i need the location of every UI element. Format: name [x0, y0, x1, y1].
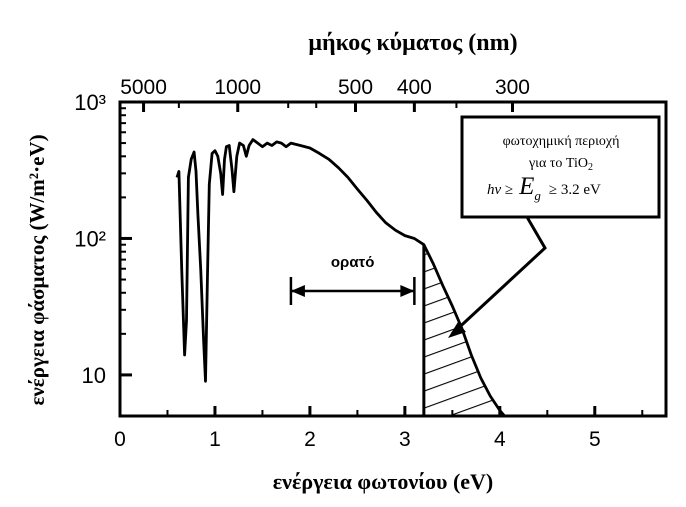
y-axis-ticks: 10 10² 10³: [74, 90, 132, 417]
top-tick-label: 300: [495, 76, 530, 99]
top-axis-label: μήκος κύματος (nm): [308, 30, 517, 56]
callout-box: [460, 115, 661, 219]
callout-hv: hν ≥: [487, 182, 513, 198]
photochemical-region-hatch: [423, 244, 505, 416]
x-tick-label: 3: [399, 428, 411, 451]
x-tick-label: 5: [589, 428, 601, 451]
photochemical-callout: φωτοχημική περιοχή για το TiO2 hν ≥ Eg ≥ 3…: [460, 115, 661, 219]
callout-pointer-arrowhead: [448, 322, 466, 338]
visible-range-annotation: ορατό: [289, 254, 416, 305]
y-axis-label: ενέργεια φάσματος (W/m²·eV): [25, 134, 49, 405]
visible-range-label: ορατό: [331, 254, 375, 271]
callout-tio-subscript: 2: [588, 162, 593, 173]
visible-range-left-arrow: [290, 285, 305, 297]
spectrum-line: [175, 138, 506, 417]
top-tick-label: 5000: [120, 76, 167, 99]
x-axis-label: ενέργεια φωτονίου (eV): [273, 469, 494, 494]
callout-line2: για το TiO2: [528, 156, 593, 173]
callout-value: ≥ 3.2 eV: [549, 182, 601, 198]
callout-line3: hν ≥ Eg ≥ 3.2 eV: [487, 173, 601, 203]
top-axis-ticks: 5000 1000 500 400 300: [120, 76, 530, 112]
y-tick-label: 10³: [74, 90, 106, 115]
top-tick-label: 1000: [214, 76, 261, 99]
callout-pointer: [450, 216, 547, 336]
callout-eg-subscript: g: [534, 188, 541, 203]
top-tick-label: 500: [338, 76, 373, 99]
y-tick-label: 10: [82, 363, 106, 388]
callout-tio-text: για το TiO: [528, 156, 588, 171]
callout-line1: φωτοχημική περιοχή: [503, 134, 620, 149]
x-tick-label: 1: [209, 428, 221, 451]
x-axis-ticks: 0 1 2 3 4 5: [114, 406, 644, 451]
x-tick-label: 2: [304, 428, 316, 451]
callout-eg: E: [518, 173, 534, 200]
visible-range-right-arrow: [400, 285, 415, 297]
top-tick-label: 400: [397, 76, 432, 99]
x-tick-label: 0: [114, 428, 126, 451]
x-tick-label: 4: [494, 428, 506, 451]
y-tick-label: 10²: [74, 226, 106, 251]
